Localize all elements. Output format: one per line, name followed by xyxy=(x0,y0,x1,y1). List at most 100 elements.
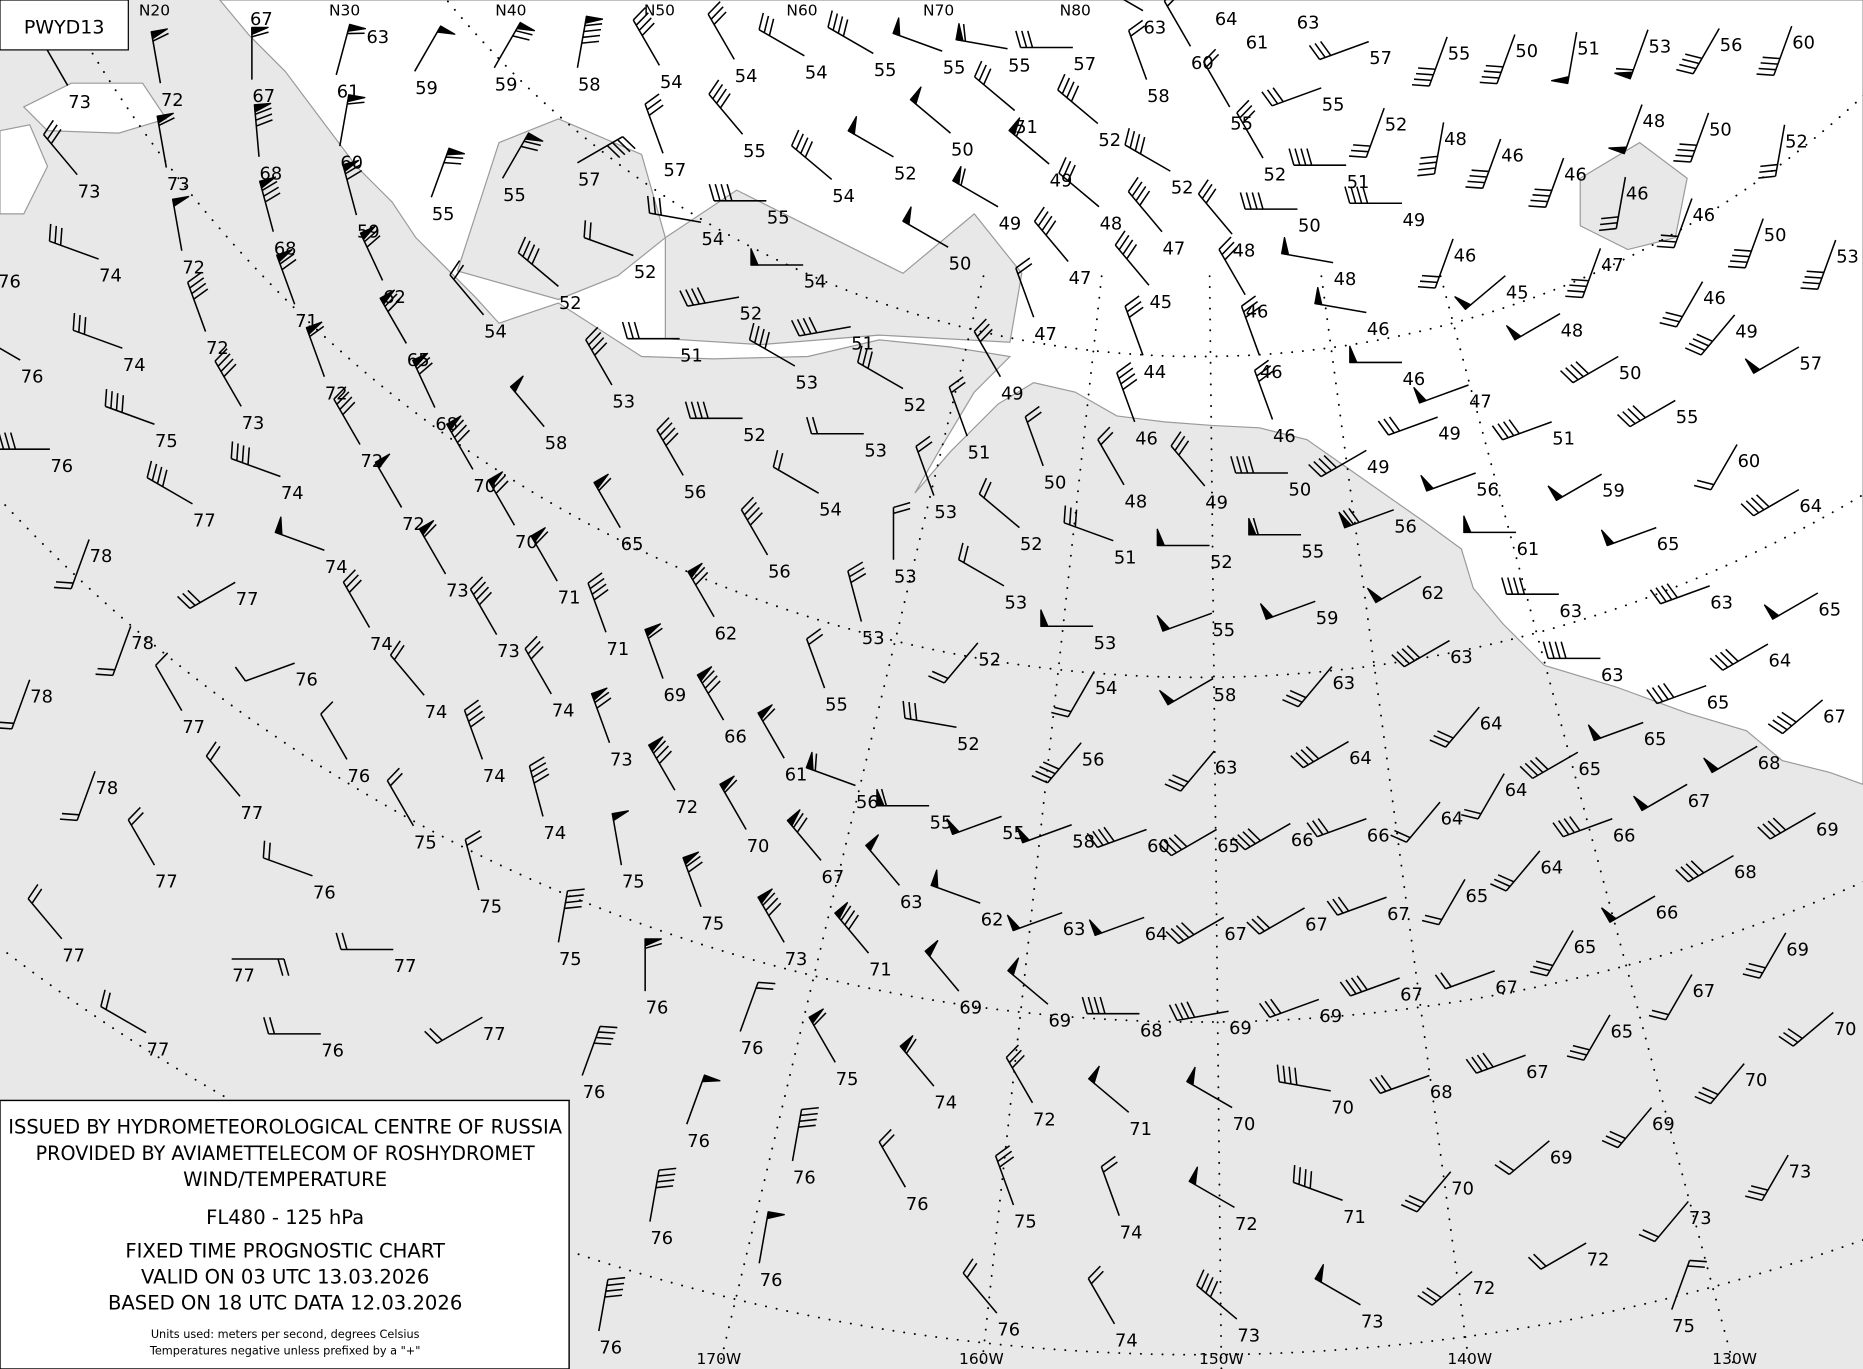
wind-pennant xyxy=(374,453,391,470)
temperature-label: 47 xyxy=(1034,324,1057,345)
station: 53 xyxy=(806,416,887,461)
wind-barb xyxy=(1248,517,1302,536)
station: 62 xyxy=(1366,575,1444,604)
temperature-label: 63 xyxy=(1297,13,1320,34)
sea-of-okhotsk xyxy=(456,118,667,301)
station: 67 xyxy=(251,26,275,107)
wind-barb xyxy=(611,813,623,866)
temperature-label: 52 xyxy=(1171,178,1194,199)
wind-barb xyxy=(276,253,297,305)
temperature-label: 51 xyxy=(1114,547,1137,568)
wind-barb xyxy=(1282,666,1333,708)
wind-barb xyxy=(1058,157,1100,208)
station: 69 xyxy=(1601,1107,1675,1149)
temperature-label: 72 xyxy=(161,90,184,111)
station: 69 xyxy=(644,623,686,706)
wind-barb xyxy=(1434,970,1495,990)
wind-barb xyxy=(955,24,1008,50)
station: 77 xyxy=(177,581,258,610)
wind-barb xyxy=(648,740,676,791)
temperature-label: 48 xyxy=(1561,320,1584,341)
wind-barb xyxy=(1253,359,1274,420)
hudson-bay xyxy=(1579,141,1688,251)
station: 56 xyxy=(805,751,879,813)
wind-barb xyxy=(757,892,785,943)
temperature-label: 58 xyxy=(1072,831,1095,852)
wind-pennant xyxy=(305,321,323,336)
wind-barb xyxy=(598,1276,626,1332)
station: 55 xyxy=(1617,399,1698,428)
wind-barb xyxy=(100,989,147,1034)
land-island-west xyxy=(0,124,49,215)
wind-pennant xyxy=(1040,609,1049,627)
wind-pennant xyxy=(1763,604,1780,620)
wind-pennant xyxy=(687,562,703,579)
wind-pennant xyxy=(1600,529,1615,547)
temperature-label: 54 xyxy=(832,186,855,207)
temperature-label: 54 xyxy=(484,321,507,342)
temperature-label: 65 xyxy=(1818,600,1841,621)
wind-pennant xyxy=(1614,71,1634,80)
station: 49 xyxy=(1308,449,1390,478)
temperature-label: 48 xyxy=(1125,491,1148,512)
temperature-label: 70 xyxy=(1233,1114,1256,1135)
temperature-label: 52 xyxy=(559,293,582,314)
temperature-label: 49 xyxy=(1050,171,1073,192)
temperature-label: 71 xyxy=(1343,1207,1366,1228)
wind-barb xyxy=(359,229,384,281)
station: 77 xyxy=(424,1016,506,1045)
wind-barb xyxy=(1656,198,1693,249)
longitude-label-top: N40 xyxy=(495,1,526,19)
station: 75 xyxy=(464,830,502,918)
wind-barb xyxy=(230,441,281,478)
temperature-label: 76 xyxy=(793,1168,816,1189)
temperature-label: 68 xyxy=(1758,753,1781,774)
wind-barb xyxy=(1617,399,1676,428)
temperature-label: 65 xyxy=(1644,729,1667,750)
wind-pennant xyxy=(156,112,174,125)
wind-barb xyxy=(469,576,498,635)
station: 55 xyxy=(1248,517,1324,562)
wind-pennant xyxy=(274,516,283,536)
wind-barb xyxy=(1188,1180,1235,1209)
station: 48 xyxy=(1417,122,1467,177)
wind-barb xyxy=(590,691,612,743)
temperature-label: 60 xyxy=(1792,33,1815,54)
station: 49 xyxy=(1344,186,1425,231)
station: 77 xyxy=(154,652,205,738)
wind-barb xyxy=(1326,896,1387,916)
station: 66 xyxy=(1552,816,1636,846)
wind-pennant xyxy=(346,93,366,103)
temperature-label: 74 xyxy=(281,483,304,504)
wind-barb xyxy=(530,531,558,582)
station: 70 xyxy=(1400,1171,1474,1213)
wind-barb xyxy=(1196,1269,1238,1320)
temperature-label: 67 xyxy=(1224,924,1247,945)
station: 74 xyxy=(389,640,447,723)
temperature-label: 48 xyxy=(1100,213,1123,234)
wind-barb xyxy=(253,104,273,157)
wind-barb xyxy=(1375,575,1422,604)
station: 64 xyxy=(1461,773,1527,820)
station: 73 xyxy=(214,348,264,434)
station: 67 xyxy=(786,809,844,888)
station: 67 xyxy=(1633,783,1710,812)
temperature-label: 57 xyxy=(664,160,687,181)
temperature-label: 53 xyxy=(934,502,957,523)
wind-barb xyxy=(1306,818,1367,838)
station: 73 xyxy=(1745,1154,1811,1202)
temperature-label: 73 xyxy=(78,181,101,202)
station: 61 xyxy=(1463,515,1539,560)
wind-pennant xyxy=(1633,795,1650,812)
wind-barb xyxy=(1461,773,1505,820)
wind-barb xyxy=(412,356,436,408)
station: 70 xyxy=(719,775,769,857)
station: 75 xyxy=(808,1008,858,1090)
temperature-label: 61 xyxy=(785,765,808,786)
wind-pennant xyxy=(1008,117,1021,137)
temperature-label: 46 xyxy=(1246,301,1269,322)
wind-barb xyxy=(909,98,952,134)
wind-barb xyxy=(1240,295,1261,356)
longitude-label-top: N20 xyxy=(139,1,170,19)
